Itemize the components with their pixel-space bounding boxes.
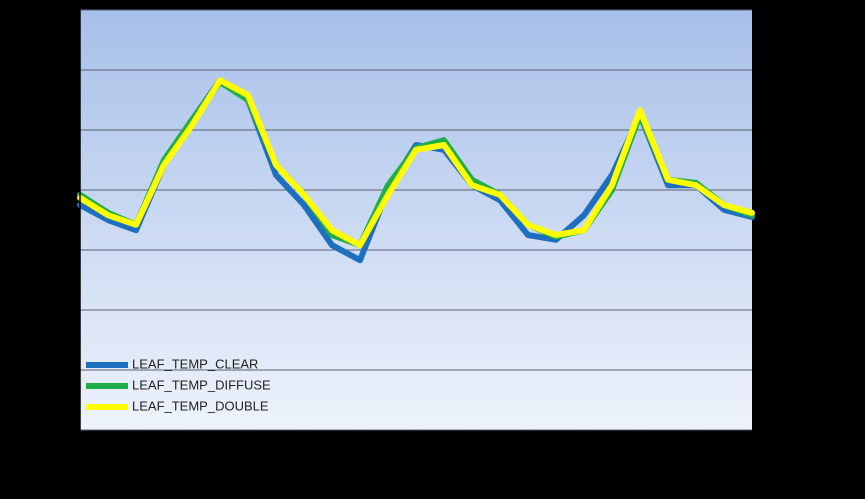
y-tick-label: 2 bbox=[63, 301, 70, 316]
x-tick-label: 4 bbox=[188, 437, 195, 452]
x-tick-label: 8 bbox=[300, 437, 307, 452]
x-tick-label: 22 bbox=[689, 437, 703, 452]
plot-area bbox=[80, 10, 752, 430]
x-tick-label: 10 bbox=[353, 437, 367, 452]
x-tick-label: 0 bbox=[76, 437, 83, 452]
x-tick-label: 20 bbox=[633, 437, 647, 452]
y-tick-label: 6 bbox=[63, 61, 70, 76]
x-tick-label: 18 bbox=[577, 437, 591, 452]
y-tick-label: 1 bbox=[63, 361, 70, 376]
legend-label: LEAF_TEMP_CLEAR bbox=[132, 356, 258, 371]
x-tick-label: 24 bbox=[745, 437, 759, 452]
x-tick-label: 6 bbox=[244, 437, 251, 452]
x-tick-label: 2 bbox=[132, 437, 139, 452]
series-line bbox=[77, 77, 755, 249]
legend-label: LEAF_TEMP_DOUBLE bbox=[132, 398, 269, 413]
x-tick-label: 12 bbox=[409, 437, 423, 452]
y-tick-label: 7 bbox=[63, 1, 70, 16]
y-tick-label: 0 bbox=[63, 421, 70, 436]
y-tick-label: 4 bbox=[63, 181, 70, 196]
y-tick-label: 5 bbox=[63, 121, 70, 136]
y-tick-label: 3 bbox=[63, 241, 70, 256]
legend-label: LEAF_TEMP_DIFFUSE bbox=[132, 377, 271, 392]
x-tick-label: 16 bbox=[521, 437, 535, 452]
x-tick-label: 14 bbox=[465, 437, 479, 452]
